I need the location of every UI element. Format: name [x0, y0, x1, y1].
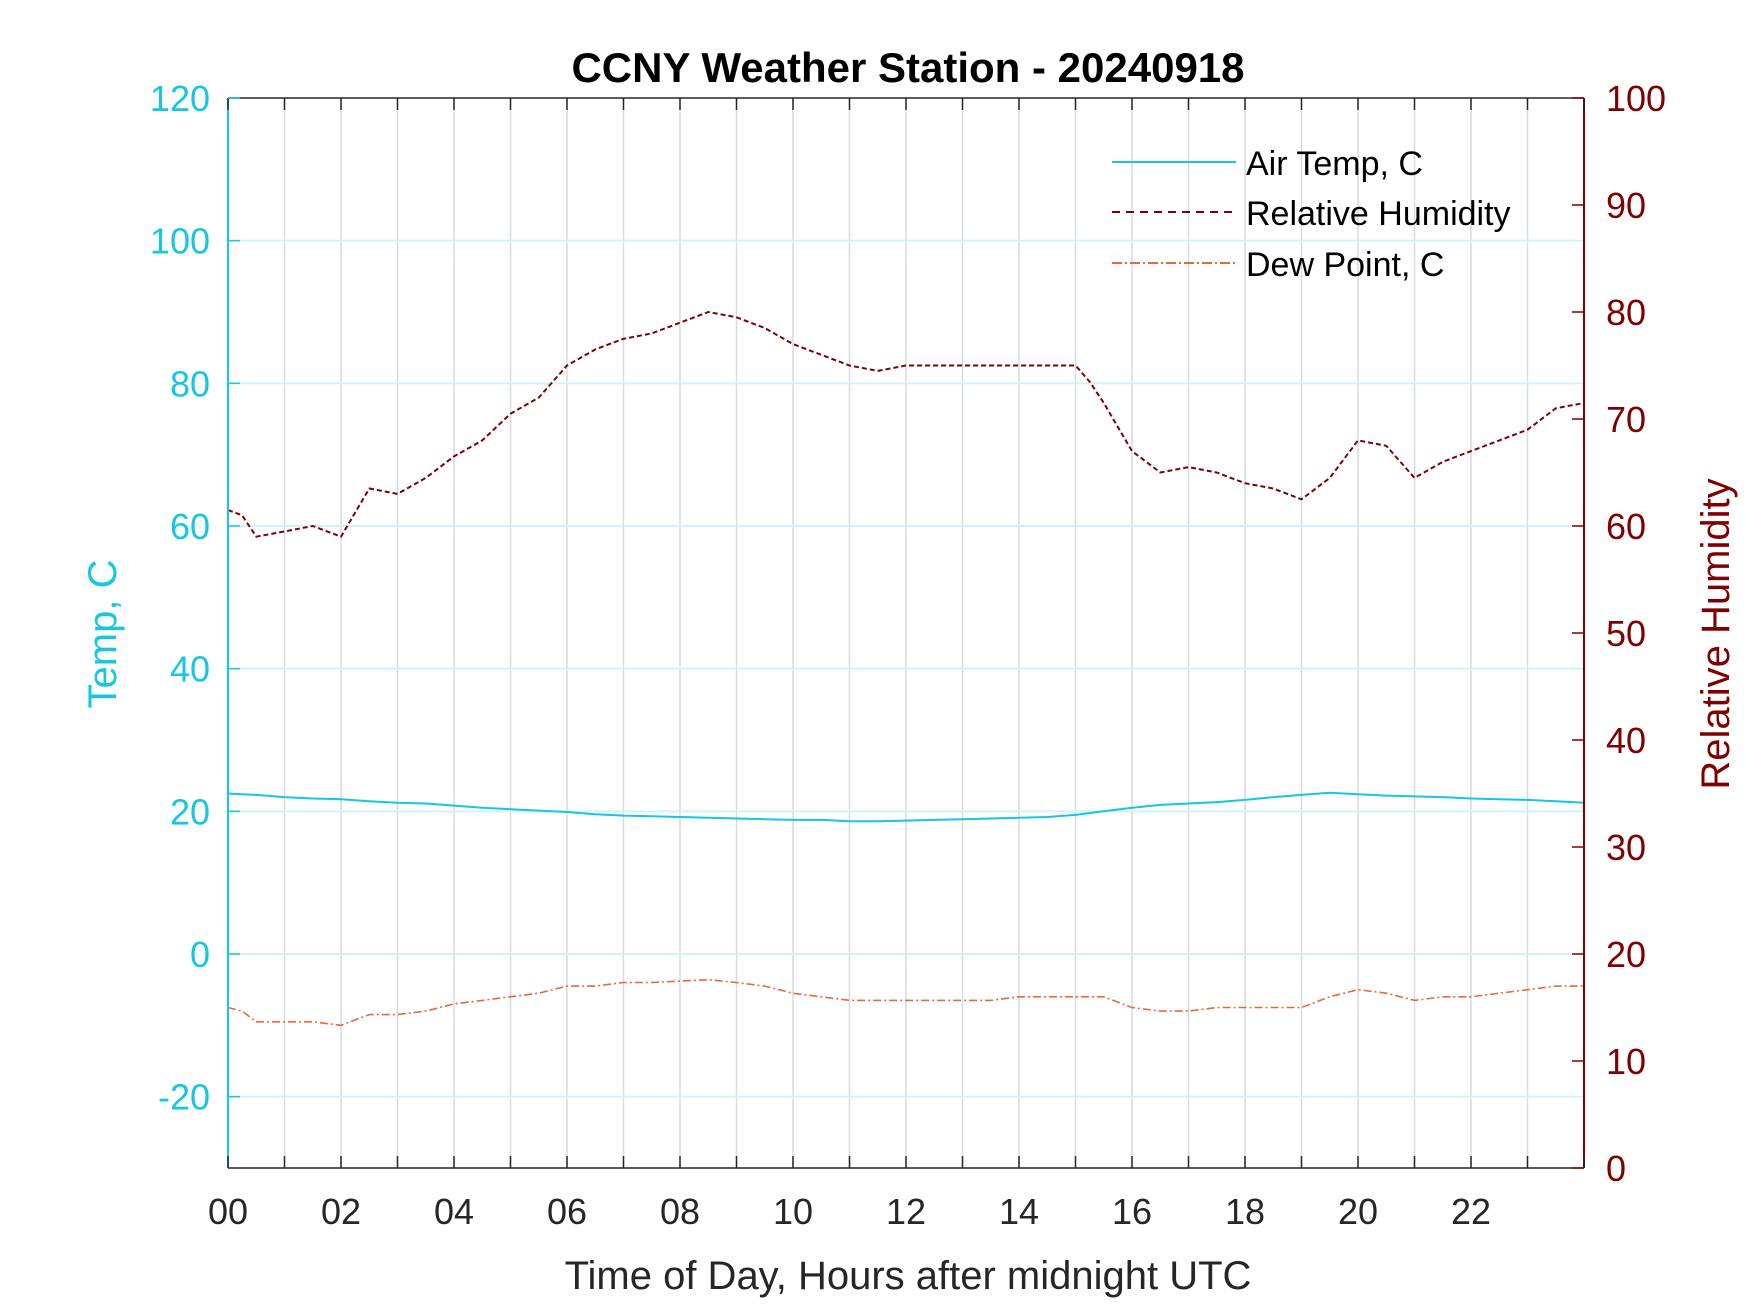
x-tick-label: 12 [886, 1191, 926, 1232]
x-tick-label: 22 [1451, 1191, 1491, 1232]
y-right-tick-label: 100 [1606, 78, 1666, 119]
series-line-air-temp [227, 791, 1585, 823]
y-axis-left-label: Temp, C [81, 560, 125, 709]
y-right-tick-label: 90 [1606, 185, 1646, 226]
x-tick-label: 08 [660, 1191, 700, 1232]
y-axis-right-label: Relative Humidity [1694, 478, 1738, 789]
y-left-tick-label: 120 [150, 78, 210, 119]
y-right-tick-label: 70 [1606, 399, 1646, 440]
x-tick-label: 16 [1112, 1191, 1152, 1232]
y-right-tick-label: 20 [1606, 934, 1646, 975]
y-left-tick-label: -20 [158, 1077, 210, 1118]
x-tick-label: 20 [1338, 1191, 1378, 1232]
x-axis-label: Time of Day, Hours after midnight UTC [565, 1254, 1252, 1298]
y-right-tick-label: 0 [1606, 1148, 1626, 1189]
y-left-tick-label: 0 [190, 934, 210, 975]
x-tick-label: 10 [773, 1191, 813, 1232]
y-right-tick-label: 50 [1606, 613, 1646, 654]
y-right-tick-label: 80 [1606, 292, 1646, 333]
y-right-tick-label: 30 [1606, 827, 1646, 868]
y-right-tick-label: 10 [1606, 1041, 1646, 1082]
chart-title: CCNY Weather Station - 20240918 [571, 44, 1244, 91]
x-tick-label: 02 [321, 1191, 361, 1232]
series-line-relative-humidity [227, 311, 1585, 538]
x-tick-label: 04 [434, 1191, 474, 1232]
y-right-tick-label: 40 [1606, 720, 1646, 761]
y-left-tick-label: 20 [170, 791, 210, 832]
y-right-tick-label: 60 [1606, 506, 1646, 547]
series-lines [227, 311, 1585, 1027]
x-tick-label: 14 [999, 1191, 1039, 1232]
grid [228, 98, 1584, 1168]
series-line-dew-point [227, 978, 1584, 1027]
y-left-tick-label: 100 [150, 221, 210, 262]
axes: 00 02 04 06 08 10 12 14 16 18 20 22-200204060801001… [150, 78, 1666, 1232]
y-left-tick-label: 60 [170, 506, 210, 547]
legend: Air Temp, C Relative Humidity Dew Point,… [1112, 145, 1511, 284]
legend-label-air-temp: Air Temp, C [1246, 145, 1423, 183]
x-tick-label: 18 [1225, 1191, 1265, 1232]
y-left-tick-label: 40 [170, 649, 210, 690]
x-tick-label: 00 [208, 1191, 248, 1232]
y-left-tick-label: 80 [170, 363, 210, 404]
legend-label-dew-point: Dew Point, C [1246, 246, 1444, 284]
legend-label-relative-humidity: Relative Humidity [1246, 195, 1511, 233]
x-tick-label: 06 [547, 1191, 587, 1232]
